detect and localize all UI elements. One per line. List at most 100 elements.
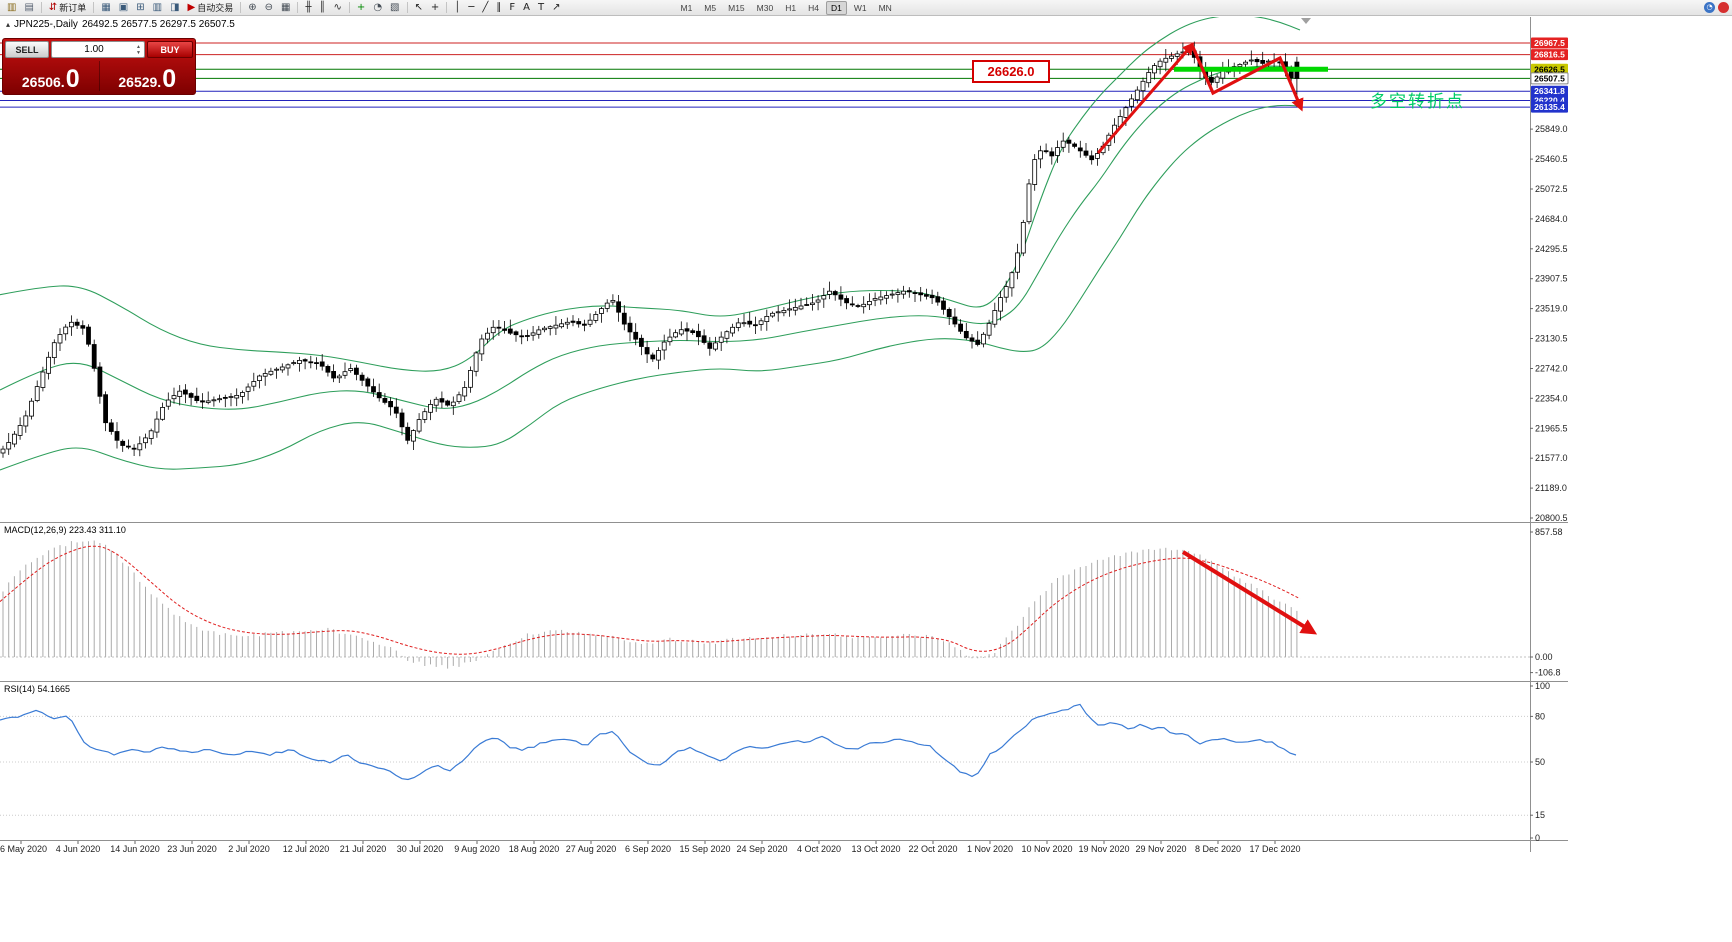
arrows-icon[interactable]: ↗ [549, 0, 563, 15]
macd-down-arrow[interactable] [1181, 550, 1318, 635]
sell-price[interactable]: 26506. 0 [3, 58, 99, 94]
rsi-panel[interactable] [0, 703, 1530, 816]
macd-panel[interactable] [0, 540, 1530, 669]
svg-text:23907.5: 23907.5 [1535, 274, 1568, 284]
buy-price-main: 26529. [118, 74, 162, 90]
text-icon: A [523, 1, 530, 13]
price-divider [98, 61, 100, 91]
new-chart-icon[interactable]: ▥ [4, 0, 19, 15]
timeframe-mn[interactable]: MN [878, 2, 892, 13]
svg-text:22354.0: 22354.0 [1535, 393, 1568, 403]
new-order-button[interactable]: ⇵ 新订单 [46, 0, 89, 15]
svg-text:1 Nov 2020: 1 Nov 2020 [967, 844, 1013, 854]
toolbar-separator [240, 2, 242, 13]
rsi-indicator-label: RSI(14) 54.1665 [4, 684, 71, 694]
crosshair-icon[interactable]: + [428, 0, 442, 15]
price-axis[interactable]: 25849.0 25460.5 25072.5 24684.0 24295.5 23907… [1530, 37, 1569, 524]
trendline-icon[interactable]: ╱ [479, 0, 491, 15]
timeframe-m15[interactable]: M15 [728, 2, 745, 13]
volume-decrease-button[interactable]: ▼ [136, 49, 141, 56]
price-zigzag-arrow[interactable] [1190, 44, 1304, 112]
chart-shift-marker[interactable] [1301, 18, 1311, 24]
terminal-icon[interactable]: ▥ [150, 0, 165, 15]
trade-panel-prices: 26506. 0 26529. 0 [3, 58, 195, 94]
price-tag [1531, 49, 1568, 61]
buy-price[interactable]: 26529. 0 [100, 58, 196, 94]
bollinger-bands [0, 17, 1301, 471]
market-watch-icon[interactable]: ▦ [98, 0, 113, 15]
connection-status-icon[interactable]: ◔ [1704, 2, 1715, 13]
svg-text:25460.5: 25460.5 [1535, 154, 1568, 164]
autotrading-button[interactable]: ▶ 自动交易 [185, 0, 237, 15]
buy-button[interactable]: BUY [147, 41, 193, 58]
macd-signal-line [0, 545, 1301, 655]
price-callout-box[interactable]: 26626.0 [972, 60, 1050, 83]
horizontal-line-icon[interactable]: ─ [465, 0, 477, 15]
price-tag [1531, 37, 1568, 49]
turning-point-annotation[interactable]: 多空转折点 [1370, 92, 1465, 112]
volume-input[interactable] [52, 43, 144, 56]
timeframe-d1[interactable]: D1 [825, 0, 847, 15]
navigator-icon[interactable]: ⊞ [133, 0, 147, 15]
templates-icon[interactable]: ▧ [387, 0, 402, 15]
chart-profiles-icon[interactable]: ▤ [21, 0, 36, 15]
sell-button[interactable]: SELL [5, 41, 49, 58]
price-panel[interactable] [0, 15, 1530, 471]
svg-text:4 Jun 2020: 4 Jun 2020 [56, 844, 101, 854]
sell-price-big-digit: 0 [65, 65, 80, 93]
timeframe-m5[interactable]: M5 [704, 2, 717, 13]
svg-text:30 Jul 2020: 30 Jul 2020 [397, 844, 444, 854]
svg-text:8 Dec 2020: 8 Dec 2020 [1195, 844, 1241, 854]
price-tag [1530, 72, 1569, 85]
text-icon[interactable]: A [520, 0, 533, 15]
timeframe-h4[interactable]: H4 [808, 2, 819, 13]
toolbar-right-icons: ◔ [1704, 2, 1729, 13]
zoom-in-icon[interactable]: ⊕ [245, 0, 259, 15]
line-chart-icon[interactable]: ∿ [331, 0, 345, 15]
svg-text:26220.4: 26220.4 [1534, 96, 1565, 106]
fibonacci-icon[interactable]: F [506, 0, 518, 15]
svg-text:100: 100 [1535, 681, 1550, 691]
svg-text:2 Jul 2020: 2 Jul 2020 [228, 844, 270, 854]
timeframe-w1[interactable]: W1 [853, 2, 867, 13]
toolbar-separator [297, 2, 299, 13]
svg-text:22 Oct 2020: 22 Oct 2020 [908, 844, 957, 854]
templates-icon: ▧ [390, 1, 400, 13]
svg-text:26341.8: 26341.8 [1534, 86, 1565, 96]
toolbar-separator [446, 2, 448, 13]
periods-icon[interactable]: ◔ [370, 0, 385, 15]
volume-increase-button[interactable]: ▲ [136, 43, 141, 50]
indicators-icon[interactable]: + [354, 0, 368, 15]
zoom-out-icon[interactable]: ⊖ [262, 0, 276, 15]
autotrading-icon: ▶ [187, 1, 196, 13]
data-window-icon: ▣ [118, 1, 129, 13]
strategy-tester-icon[interactable]: ◨ [167, 0, 182, 15]
indicators-icon: + [356, 1, 366, 13]
navigator-icon: ⊞ [136, 1, 145, 13]
timeframe-h1[interactable]: H1 [785, 2, 797, 13]
vertical-line-icon[interactable]: │ [451, 0, 463, 15]
candlestick-chart-icon[interactable]: ║ [317, 0, 329, 15]
toolbar-separator [406, 2, 408, 13]
market-watch-icon: ▦ [101, 1, 111, 13]
new-order-icon: ⇵ [48, 1, 58, 13]
price-up-arrow[interactable] [1096, 42, 1195, 154]
candlestick-chart-icon: ║ [319, 1, 326, 13]
timeframe-m1[interactable]: M1 [680, 2, 693, 13]
alert-dot[interactable] [1718, 2, 1729, 13]
svg-text:10 Nov 2020: 10 Nov 2020 [1021, 844, 1072, 854]
bar-chart-icon[interactable]: ╫ [302, 0, 314, 15]
svg-text:17 Dec 2020: 17 Dec 2020 [1249, 844, 1300, 854]
date-axis[interactable]: 26 May 2020 4 Jun 2020 14 Jun 2020 23 Jun 2… [0, 841, 1301, 854]
candles-layer [0, 41, 1300, 458]
svg-text:26135.4: 26135.4 [1534, 102, 1565, 112]
tile-windows-icon[interactable]: ▦ [278, 0, 293, 15]
label-icon[interactable]: T [535, 0, 547, 15]
channel-icon[interactable]: ∥ [493, 0, 504, 15]
fibonacci-icon: F [509, 1, 516, 13]
cursor-icon[interactable]: ↖ [412, 0, 426, 15]
timeframe-m30[interactable]: M30 [756, 2, 774, 13]
data-window-icon[interactable]: ▣ [116, 0, 131, 15]
autotrading-button-label: 自动交易 [197, 3, 234, 13]
